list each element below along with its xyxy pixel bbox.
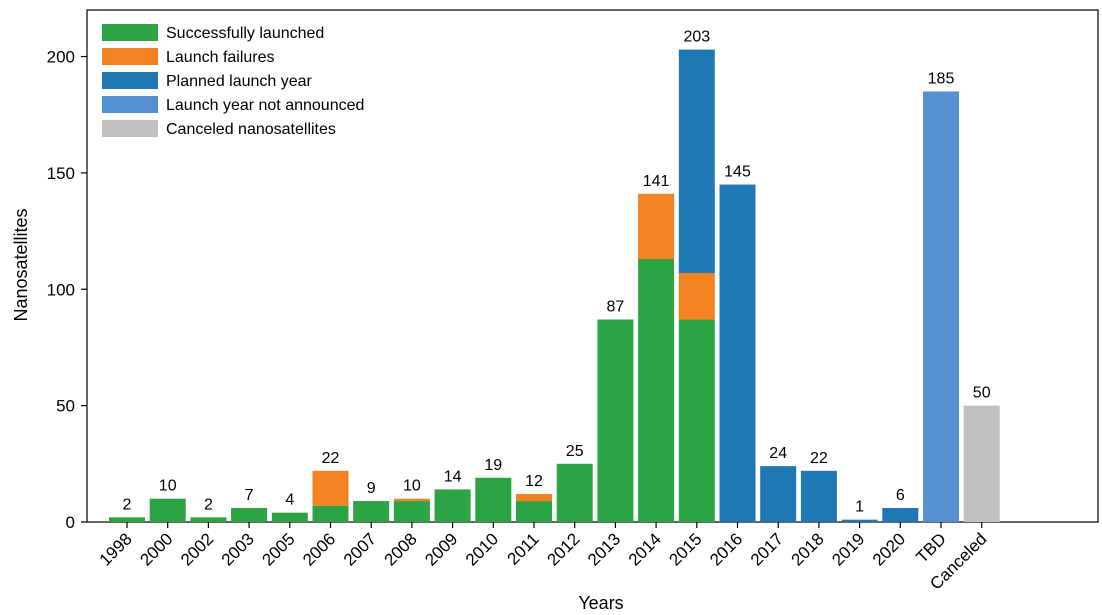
bars-layer xyxy=(109,49,1000,523)
bar-segment xyxy=(516,501,552,522)
bar-segment xyxy=(841,519,878,522)
bar-value-label: 14 xyxy=(444,468,462,485)
x-axis: 1998 2000 2002 2003 2005 2006 2007 2008 2009 2010… xyxy=(96,522,991,594)
bar-segment xyxy=(475,477,512,522)
x-tick-label: 2007 xyxy=(340,529,380,569)
x-tick-label: 2003 xyxy=(218,529,258,569)
bar-segment xyxy=(638,193,675,260)
bar-value-label: 203 xyxy=(683,29,710,46)
bar-value-label: 141 xyxy=(643,173,670,190)
x-tick-label: 2008 xyxy=(381,529,421,569)
bar-value-label: 25 xyxy=(566,443,584,460)
legend-entry-label: Launch failures xyxy=(166,49,275,66)
bar-segment xyxy=(719,184,756,522)
bar-segment xyxy=(963,405,1000,522)
bar-value-label: 10 xyxy=(403,478,421,495)
legend-swatch xyxy=(102,48,158,65)
y-tick-label: 150 xyxy=(47,164,75,183)
bar-segment xyxy=(393,501,430,522)
x-tick-label: 2005 xyxy=(258,529,298,569)
bar-segment xyxy=(678,319,715,522)
x-tick-label: 2000 xyxy=(136,529,176,569)
bar-value-label: 145 xyxy=(724,164,751,181)
bar-value-label: 50 xyxy=(973,385,991,402)
bar-value-label: 2 xyxy=(123,496,132,513)
bar-value-label: 10 xyxy=(159,478,177,495)
bar-segment xyxy=(597,319,634,522)
bar-segment xyxy=(271,512,308,522)
legend: Successfully launched Launch failures Plan… xyxy=(102,24,364,138)
bar-segment xyxy=(312,470,349,506)
legend-swatch xyxy=(102,120,158,137)
bar-value-label: 7 xyxy=(245,487,254,504)
y-axis: 0 50 100 150 200 xyxy=(47,48,87,532)
bar-segment xyxy=(923,91,959,523)
x-tick-label: 2010 xyxy=(462,529,502,569)
bar-value-label: 6 xyxy=(896,487,905,504)
bar-segment xyxy=(800,470,837,522)
bar-segment xyxy=(882,508,919,522)
x-tick-label: 2019 xyxy=(828,529,868,569)
x-tick-label: 2011 xyxy=(504,529,543,568)
bar-value-label: 1 xyxy=(855,499,864,516)
y-tick-label: 50 xyxy=(56,397,75,416)
y-axis-title: Nanosatellites xyxy=(11,208,31,321)
bar-value-label: 87 xyxy=(607,299,625,316)
bar-value-label: 185 xyxy=(928,70,955,87)
x-tick-label: 2018 xyxy=(788,529,828,569)
legend-entry-label: Successfully launched xyxy=(166,25,324,42)
x-tick-label: 2009 xyxy=(421,529,461,569)
bar-segment xyxy=(556,463,593,522)
bar-value-label: 12 xyxy=(525,473,543,490)
bar-segment xyxy=(516,494,552,502)
bar-segment xyxy=(760,466,797,522)
x-tick-label: 2012 xyxy=(543,529,583,569)
bar-segment xyxy=(190,517,227,522)
legend-entry-label: Canceled nanosatellites xyxy=(166,121,336,138)
y-tick-label: 0 xyxy=(66,513,75,532)
value-labels-layer: 2 10 2 7 4 22 9 10 14 19 12 25 87 141 203 145 24 22 1 6 185 5… xyxy=(123,29,991,516)
bar-segment xyxy=(393,498,430,502)
bar-value-label: 19 xyxy=(484,457,502,474)
x-axis-title: Years xyxy=(578,593,623,613)
legend-swatch xyxy=(102,24,158,41)
bar-value-label: 2 xyxy=(204,496,213,513)
bar-segment xyxy=(434,489,471,522)
legend-entry-label: Launch year not announced xyxy=(166,97,364,114)
bar-segment xyxy=(312,505,349,522)
bar-segment xyxy=(353,501,390,522)
legend-swatch xyxy=(102,96,158,113)
x-tick-label: 2016 xyxy=(706,529,746,569)
bar-value-label: 22 xyxy=(322,450,340,467)
x-tick-label: 2020 xyxy=(869,529,909,569)
bar-segment xyxy=(149,498,186,522)
legend-entry-label: Planned launch year xyxy=(166,73,313,90)
x-tick-label: 2013 xyxy=(584,529,624,569)
x-tick-label: 2014 xyxy=(625,529,665,569)
bar-segment xyxy=(678,272,715,320)
bar-value-label: 4 xyxy=(285,492,294,509)
y-tick-label: 100 xyxy=(47,280,75,299)
x-tick-label: 2015 xyxy=(665,529,705,569)
bar-segment xyxy=(638,259,675,522)
bar-value-label: 22 xyxy=(810,450,828,467)
x-tick-label: 1998 xyxy=(96,529,136,569)
bar-segment xyxy=(109,517,145,522)
y-tick-label: 200 xyxy=(47,48,75,67)
bar-segment xyxy=(231,508,268,522)
legend-swatch xyxy=(102,72,158,89)
bar-value-label: 9 xyxy=(367,480,376,497)
x-tick-label: 2006 xyxy=(299,529,339,569)
bar-segment xyxy=(678,49,715,273)
x-tick-label: 2002 xyxy=(177,529,217,569)
x-tick-label: 2017 xyxy=(747,529,787,569)
bar-value-label: 24 xyxy=(769,445,787,462)
